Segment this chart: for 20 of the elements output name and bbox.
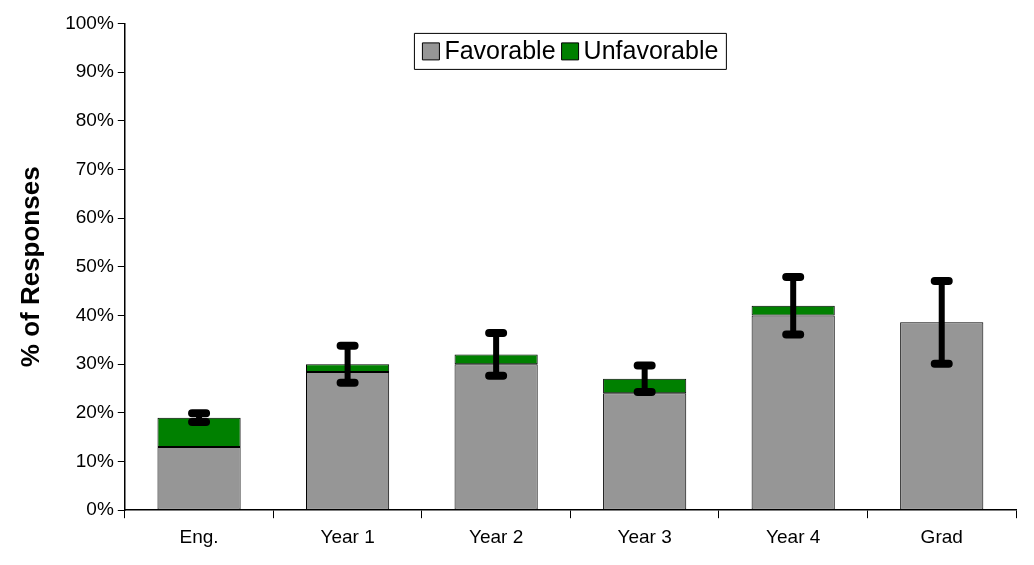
- y-tick-label: 10%: [75, 449, 114, 471]
- x-tick-label: Grad: [920, 525, 963, 547]
- legend-label: Favorable: [444, 36, 556, 65]
- y-tick-label: 50%: [75, 255, 114, 277]
- x-tick-label: Eng.: [179, 525, 219, 547]
- y-axis-title: % of Responses: [14, 166, 45, 368]
- y-tick-label: 60%: [75, 206, 114, 228]
- legend-label: Unfavorable: [583, 36, 719, 65]
- y-tick-label: 80%: [75, 108, 114, 130]
- x-tick-label: Year 2: [469, 525, 524, 547]
- y-tick-label: 40%: [75, 303, 114, 325]
- y-tick-label: 30%: [75, 352, 114, 374]
- x-tick-label: Year 1: [320, 525, 375, 547]
- y-tick-label: 100%: [65, 11, 114, 33]
- x-tick-label: Year 3: [617, 525, 672, 547]
- y-tick-label: 90%: [75, 60, 114, 82]
- y-tick-label: 0%: [86, 498, 114, 520]
- x-tick-label: Year 4: [766, 525, 821, 547]
- y-tick-label: 70%: [75, 157, 114, 179]
- y-tick-label: 20%: [75, 401, 114, 423]
